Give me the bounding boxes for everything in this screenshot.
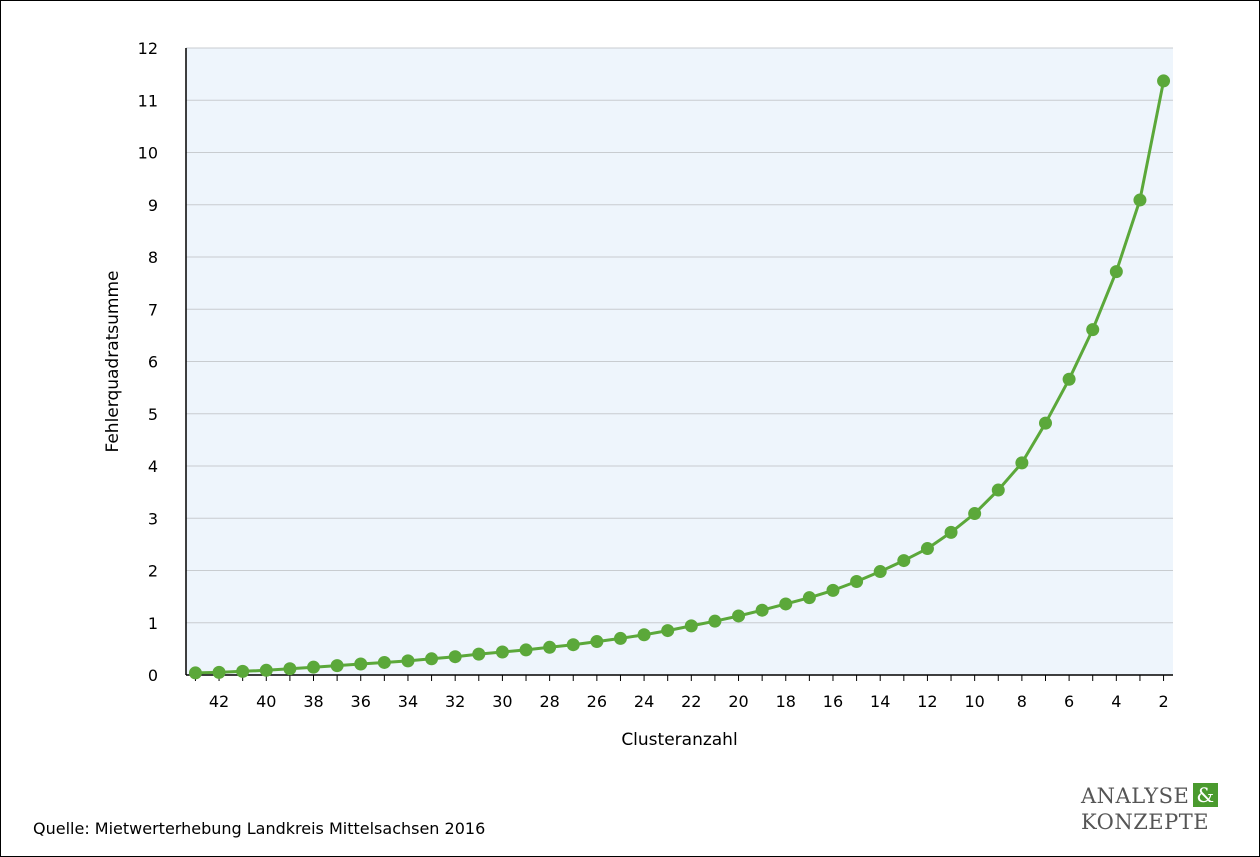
x-tick-label: 4 xyxy=(1111,692,1121,711)
data-point xyxy=(188,666,202,680)
x-tick-label: 34 xyxy=(398,692,418,711)
x-tick-label: 14 xyxy=(870,692,890,711)
x-tick-label: 10 xyxy=(964,692,984,711)
y-tick-label: 4 xyxy=(148,457,158,476)
y-tick-label: 8 xyxy=(148,248,158,267)
data-point xyxy=(755,603,769,617)
data-point xyxy=(897,554,911,568)
y-tick-label: 5 xyxy=(148,405,158,424)
x-tick-label: 28 xyxy=(539,692,559,711)
data-point xyxy=(472,647,486,661)
x-tick-label: 12 xyxy=(917,692,937,711)
data-point xyxy=(826,583,840,597)
x-tick-label: 22 xyxy=(681,692,701,711)
data-point xyxy=(850,574,864,588)
data-point xyxy=(968,507,982,521)
data-point xyxy=(354,657,368,671)
y-tick-label: 10 xyxy=(138,144,158,163)
x-tick-label: 2 xyxy=(1158,692,1168,711)
data-point xyxy=(495,645,509,659)
logo-text-konzepte: KONZEPTE xyxy=(1081,810,1210,834)
data-point xyxy=(259,663,273,677)
company-logo: ANALYSE & KONZEPTE xyxy=(1081,783,1241,835)
y-tick-label: 9 xyxy=(148,196,158,215)
data-point xyxy=(1015,456,1029,470)
data-point xyxy=(425,652,439,666)
data-point xyxy=(1133,193,1147,207)
data-point xyxy=(1086,323,1100,337)
x-tick-label: 30 xyxy=(492,692,512,711)
y-axis-title: Fehlerquadratsumme xyxy=(103,270,123,452)
logo-ampersand: & xyxy=(1193,783,1218,807)
logo-line-1: ANALYSE & xyxy=(1081,783,1241,809)
x-tick-label: 8 xyxy=(1017,692,1027,711)
data-point xyxy=(236,664,250,678)
x-tick-label: 38 xyxy=(303,692,323,711)
data-point xyxy=(991,483,1005,497)
data-series xyxy=(188,74,1171,680)
data-point xyxy=(1038,416,1052,430)
data-point xyxy=(873,565,887,579)
x-tick-label: 20 xyxy=(728,692,748,711)
data-point xyxy=(307,660,321,674)
x-tick-label: 40 xyxy=(256,692,276,711)
data-point xyxy=(283,662,297,676)
x-tick-label: 26 xyxy=(587,692,607,711)
y-tick-label: 1 xyxy=(148,614,158,633)
y-tick-label: 11 xyxy=(138,91,158,110)
y-tick-label: 12 xyxy=(138,39,158,58)
logo-text-analyse: ANALYSE xyxy=(1081,784,1190,808)
data-point xyxy=(1062,372,1076,386)
data-point xyxy=(448,650,462,664)
data-point xyxy=(944,525,958,539)
data-point xyxy=(1157,74,1171,88)
data-point xyxy=(684,619,698,633)
data-point xyxy=(590,635,604,649)
data-point xyxy=(330,659,344,673)
data-point xyxy=(637,628,651,642)
y-tick-label: 0 xyxy=(148,666,158,685)
x-tick-label: 6 xyxy=(1064,692,1074,711)
data-point xyxy=(401,654,415,668)
data-point xyxy=(543,640,557,654)
source-note: Quelle: Mietwerterhebung Landkreis Mitte… xyxy=(33,819,486,838)
data-point xyxy=(519,643,533,657)
data-point xyxy=(613,631,627,645)
data-point xyxy=(661,624,675,638)
data-point xyxy=(377,655,391,669)
y-tick-label: 2 xyxy=(148,562,158,581)
x-tick-label: 42 xyxy=(209,692,229,711)
data-point xyxy=(920,542,934,556)
x-tick-label: 36 xyxy=(351,692,371,711)
x-tick-label: 16 xyxy=(823,692,843,711)
data-point xyxy=(732,609,746,623)
data-point xyxy=(802,591,816,605)
y-tick-label: 6 xyxy=(148,353,158,372)
y-tick-label: 3 xyxy=(148,509,158,528)
x-axis-title: Clusteranzahl xyxy=(621,730,737,750)
data-point xyxy=(212,665,226,679)
y-tick-label: 7 xyxy=(148,300,158,319)
data-point xyxy=(566,638,580,652)
data-point xyxy=(708,614,722,628)
data-point xyxy=(1109,265,1123,279)
gridlines xyxy=(186,47,1173,624)
x-tick-label: 18 xyxy=(776,692,796,711)
x-tick-label: 32 xyxy=(445,692,465,711)
data-point xyxy=(779,597,793,611)
x-tick-label: 24 xyxy=(634,692,654,711)
